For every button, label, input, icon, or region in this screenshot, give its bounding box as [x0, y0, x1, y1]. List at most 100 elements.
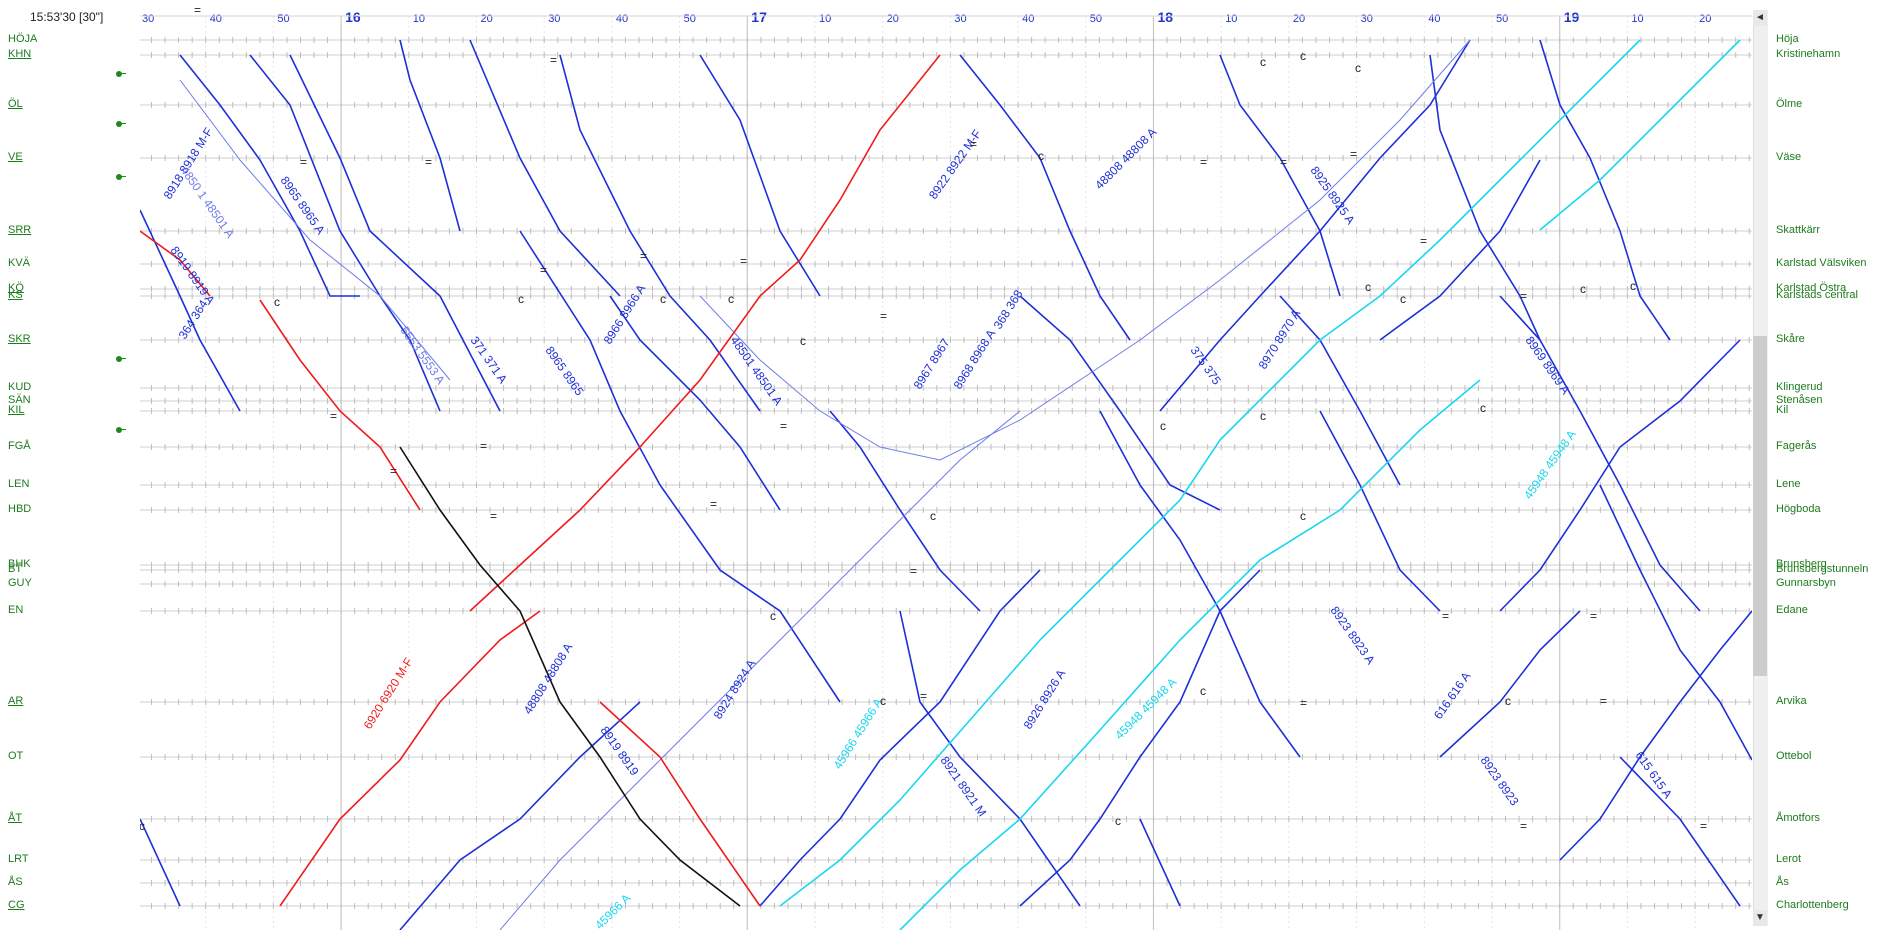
train-path[interactable] [249, 54, 441, 412]
track-occupancy-equals-mark: = [390, 464, 397, 478]
time-axis-label: 20 [481, 13, 493, 25]
train-path[interactable] [519, 230, 841, 703]
train-path[interactable] [699, 54, 821, 297]
station-code[interactable]: SRR [8, 224, 32, 236]
train-path[interactable] [899, 379, 1481, 930]
train-path[interactable] [1559, 610, 1752, 861]
train-path[interactable] [899, 610, 1081, 907]
station-code[interactable]: SKR [8, 333, 31, 345]
train-number-label[interactable]: 48501 48501 A [728, 334, 786, 408]
train-path[interactable] [559, 54, 761, 412]
scroll-up-arrow-icon[interactable]: ◄ [1753, 10, 1767, 26]
track-occupancy-equals-mark: = [1520, 289, 1527, 303]
crossing-mark: c [770, 609, 776, 623]
station-code[interactable]: KS [8, 289, 23, 301]
train-number-label[interactable]: 8924 8924 A [711, 657, 759, 722]
train-path[interactable] [279, 610, 541, 907]
train-path[interactable] [829, 410, 981, 612]
train-path[interactable] [599, 701, 761, 907]
station-code[interactable]: AR [8, 695, 24, 707]
train-path[interactable] [1099, 410, 1301, 758]
train-path[interactable] [1539, 39, 1671, 341]
track-indicator-icon [116, 356, 126, 362]
time-axis-label: 40 [1428, 13, 1440, 25]
track-occupancy-equals-mark: = [1420, 234, 1427, 248]
train-path[interactable] [179, 79, 451, 381]
train-number-label[interactable]: 48808 48808 A [1092, 125, 1159, 192]
train-number-label[interactable]: 48808 48808 A [521, 641, 576, 717]
train-number-label[interactable]: 5553 5553 A [398, 324, 448, 387]
train-path[interactable] [699, 39, 1471, 461]
train-path[interactable] [609, 295, 781, 511]
scrollbar-thumb[interactable] [1753, 336, 1767, 676]
train-path[interactable] [499, 410, 1021, 930]
train-path[interactable] [140, 230, 211, 297]
train-path[interactable] [759, 569, 1041, 907]
station-code: EN [8, 604, 24, 616]
train-number-label[interactable]: 8967 8967 [911, 336, 953, 392]
train-number-label[interactable]: 45966 45966 A [831, 696, 886, 772]
train-number-label[interactable]: 45966 A [592, 891, 633, 930]
time-axis-label: 16 [345, 9, 361, 25]
train-number-label[interactable]: 8968 8968 A [951, 327, 999, 392]
train-number-label[interactable]: 6920 6920 M-F [361, 655, 416, 731]
station-code[interactable]: ÖL [8, 98, 23, 110]
train-path[interactable] [1379, 159, 1541, 341]
train-number-label[interactable]: 45948 45948 A [1112, 675, 1179, 742]
train-number-label[interactable]: 8966 8966 A [601, 282, 649, 347]
train-number-label[interactable]: 8969 8969 A [1523, 334, 1573, 397]
train-path[interactable] [1279, 295, 1401, 486]
train-path[interactable] [1539, 39, 1741, 231]
train-path[interactable] [469, 54, 941, 612]
train-path[interactable] [289, 54, 501, 412]
train-path[interactable] [179, 54, 360, 297]
train-number-label[interactable]: 8926 8926 A [1021, 667, 1069, 732]
train-path[interactable] [399, 446, 741, 907]
train-number-label[interactable]: 364 364 [176, 297, 211, 341]
train-number-label[interactable]: 616 616 A [1431, 669, 1473, 721]
station-code[interactable]: KHN [8, 48, 32, 60]
train-number-label[interactable]: 8970 8970 A [1256, 307, 1304, 372]
train-number-label[interactable]: 4850 1 48501 A [178, 164, 238, 241]
track-occupancy-equals-mark: = [1590, 609, 1597, 623]
train-graph-canvas[interactable]: 30 40 50 16 10 20 30 40 50 17 10 20 30 40 50 18 10 20 30 40… [140, 0, 1752, 930]
train-number-label[interactable]: 375 375 [1188, 344, 1225, 388]
train-path[interactable] [1429, 54, 1541, 341]
train-path[interactable] [399, 39, 461, 232]
time-axis-label: 19 [1564, 9, 1580, 25]
station-code[interactable]: CG [8, 899, 25, 911]
train-path[interactable] [1619, 756, 1741, 907]
train-path[interactable] [259, 299, 421, 511]
train-path[interactable] [1019, 295, 1221, 511]
time-axis-label: 10 [1225, 13, 1237, 25]
crossing-mark: c [1038, 149, 1044, 163]
train-path[interactable] [399, 701, 641, 930]
train-path[interactable] [469, 39, 621, 297]
train-path[interactable] [779, 39, 1641, 907]
train-number-label[interactable]: 45948 45948 A [1521, 428, 1579, 502]
train-path[interactable] [1019, 569, 1261, 907]
train-path[interactable] [1499, 295, 1701, 612]
train-path[interactable] [1599, 484, 1752, 761]
train-number-label[interactable]: 368 368 [991, 287, 1026, 331]
track-occupancy-equals-mark: = [1442, 609, 1449, 623]
train-path[interactable] [1499, 339, 1741, 612]
station-code[interactable]: ÅT [8, 812, 23, 824]
train-number-label[interactable]: 8923 8923 [1478, 754, 1522, 809]
station-code[interactable]: KIL [8, 404, 25, 416]
train-path[interactable] [959, 54, 1131, 341]
train-path[interactable] [1439, 610, 1581, 758]
station-code[interactable]: KÖ [8, 282, 24, 294]
train-number-label[interactable]: 8921 8921 M [938, 754, 990, 819]
train-path[interactable] [140, 209, 241, 412]
train-number-label[interactable]: 8965 8965 [543, 344, 587, 399]
train-path[interactable] [1319, 410, 1441, 612]
station-code[interactable]: VE [8, 151, 23, 163]
train-number-label[interactable]: 8919 8919 [598, 724, 642, 779]
train-path[interactable] [140, 818, 181, 907]
crossing-mark: c [800, 334, 806, 348]
train-path[interactable] [1219, 54, 1341, 297]
train-path[interactable] [1139, 818, 1181, 907]
station-name: Skåre [1776, 333, 1805, 345]
scroll-down-arrow-icon[interactable]: ▼ [1753, 910, 1767, 926]
